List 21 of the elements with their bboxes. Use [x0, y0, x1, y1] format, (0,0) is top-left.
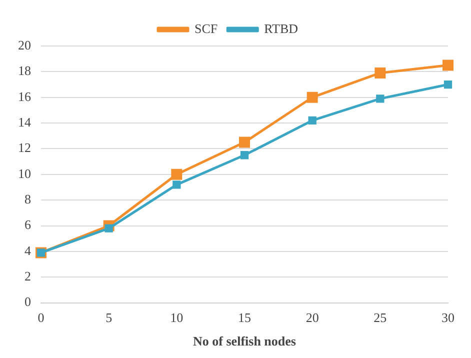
- y-tick-label: 0: [24, 294, 31, 310]
- y-tick-label: 2: [24, 268, 31, 284]
- y-tick-label: 16: [18, 88, 32, 104]
- x-tick-label: 25: [374, 310, 387, 326]
- y-tick-label: 14: [18, 114, 32, 130]
- x-tick-label: 15: [238, 310, 251, 326]
- y-tick-label: 10: [18, 166, 31, 181]
- y-tick-label: 20: [18, 37, 31, 52]
- x-axis-title: No of selfish nodes: [193, 334, 296, 349]
- y-tick-label: 4: [24, 242, 32, 258]
- x-tick-label: 0: [38, 310, 44, 326]
- y-tick-label: 8: [24, 192, 31, 206]
- y-tick-label: 6: [24, 217, 32, 232]
- x-tick-label: 20: [306, 310, 319, 326]
- y-tick-label: 12: [18, 140, 31, 156]
- x-tick-label: 10: [170, 310, 184, 326]
- legend-label: RTBD: [264, 20, 298, 36]
- y-tick-label: 18: [18, 63, 31, 78]
- legend-label: SCF: [194, 20, 218, 36]
- x-tick-label: 5: [106, 310, 112, 326]
- x-tick-label: 30: [442, 310, 454, 326]
